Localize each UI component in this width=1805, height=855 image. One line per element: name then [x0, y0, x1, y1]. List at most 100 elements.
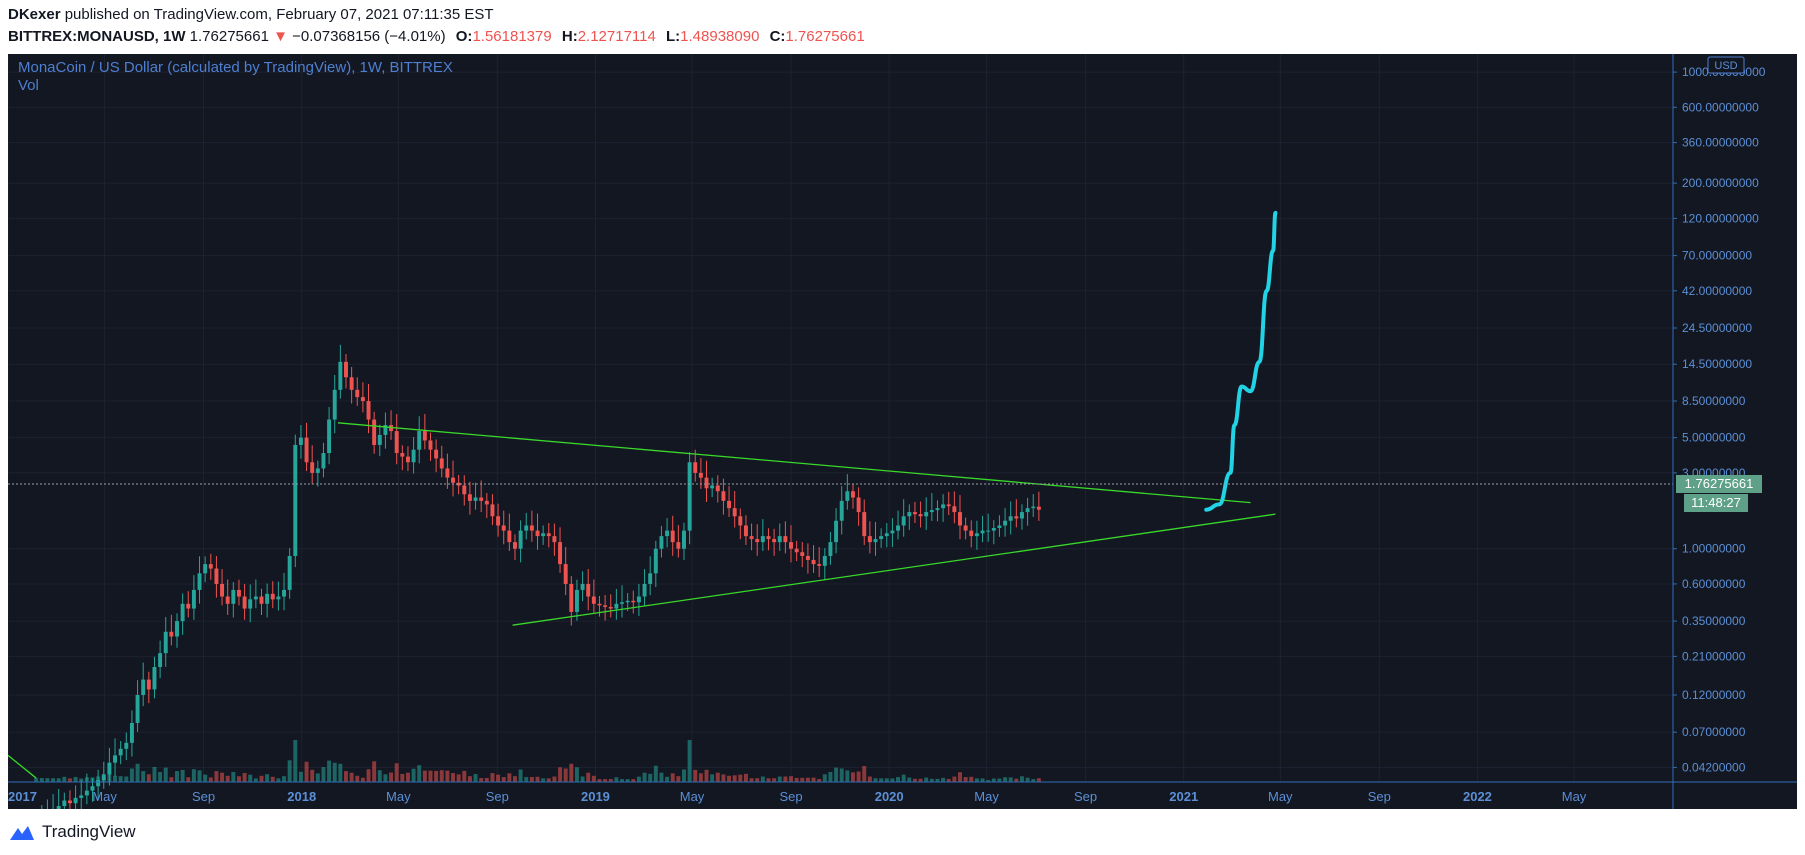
volume-bar — [760, 776, 765, 782]
volume-bar — [225, 775, 230, 782]
volume-bar — [693, 769, 698, 782]
volume-bar — [963, 777, 968, 782]
volume-bar — [163, 767, 168, 782]
price-chart[interactable]: 1000.00000000600.00000000360.00000000200… — [8, 54, 1797, 809]
candle-body — [631, 600, 636, 603]
tradingview-logo-icon[interactable] — [8, 822, 36, 842]
candle-body — [665, 530, 670, 537]
volume-bar — [135, 763, 140, 782]
volume-bar — [293, 740, 298, 782]
candle-body — [62, 800, 67, 807]
volume-bar — [620, 779, 624, 782]
price-tick-label: 8.50000000 — [1682, 394, 1746, 408]
candle-body — [214, 568, 219, 584]
candle-body — [191, 589, 196, 609]
volume-bar — [191, 769, 196, 782]
volume-bar — [1036, 778, 1041, 782]
candle-body — [327, 419, 332, 454]
candle-body — [896, 525, 901, 531]
chart-header: DKexer published on TradingView.com, Feb… — [8, 4, 1797, 48]
price-tick-label: 0.04200000 — [1682, 760, 1746, 774]
candle-body — [715, 485, 720, 492]
candle-body — [253, 596, 258, 600]
time-axis[interactable]: 2017 May Sep 2018 May Sep 2019 May Sep 2020 May Sep… — [8, 789, 1587, 804]
candle-body — [608, 606, 613, 609]
candle-body — [129, 722, 134, 743]
time-tick-label: Sep — [192, 789, 215, 804]
footer-brand[interactable]: TradingView — [42, 822, 136, 841]
candle-body — [732, 508, 737, 517]
candle-body — [360, 397, 365, 402]
volume-bar — [445, 770, 450, 782]
author-name[interactable]: DKexer — [8, 6, 61, 23]
price-axis[interactable]: 1000.00000000600.00000000360.00000000200… — [1673, 65, 1766, 774]
time-tick-label: May — [92, 789, 117, 804]
time-tick-label: Sep — [1074, 789, 1097, 804]
volume-bar — [890, 778, 895, 782]
candle-body — [445, 468, 450, 478]
volume-bar — [451, 773, 455, 782]
candle-body — [941, 504, 946, 509]
candle-body — [907, 512, 912, 517]
volume-bar — [732, 775, 737, 782]
candle-body — [811, 559, 816, 565]
candle-body — [405, 456, 410, 463]
volume-bar — [1003, 777, 1008, 782]
candle-body — [417, 431, 422, 450]
price-tick-label: 120.00000000 — [1682, 211, 1759, 225]
candle-body — [400, 453, 405, 457]
candle-body — [760, 536, 765, 543]
candle-body — [851, 491, 855, 498]
time-tick-label: 2017 — [8, 789, 37, 804]
price-tick-label: 0.07000000 — [1682, 725, 1746, 739]
volume-bar — [856, 771, 861, 782]
volume-bar — [242, 773, 247, 782]
candle-body — [529, 525, 534, 531]
candle-body — [738, 516, 743, 526]
volume-bar — [721, 774, 726, 782]
candle-body — [574, 589, 579, 612]
candle-body — [794, 548, 799, 553]
candle-body — [270, 593, 275, 600]
candle-body — [180, 603, 185, 622]
projection-curve — [1204, 210, 1278, 512]
volume-bar — [867, 776, 872, 782]
price-tick-label: 14.50000000 — [1682, 357, 1752, 371]
currency-badge[interactable] — [1707, 56, 1745, 74]
candle-body — [710, 485, 715, 489]
chart-area[interactable]: 1000.00000000600.00000000360.00000000200… — [8, 54, 1797, 809]
candle-body — [282, 589, 286, 597]
close-label: C: — [769, 28, 786, 45]
volume-bar — [783, 776, 788, 782]
volume-bar — [563, 768, 568, 782]
candle-body — [1014, 516, 1019, 519]
trendlines — [8, 422, 1276, 779]
footer: TradingView — [8, 818, 136, 846]
volume-bar — [152, 766, 157, 782]
low-value: 1.48938090 — [680, 28, 760, 45]
volume-bar — [777, 776, 782, 782]
time-tick-label: May — [974, 789, 999, 804]
volume-bar — [175, 771, 179, 782]
candle-body — [394, 431, 399, 454]
volume-bar — [743, 773, 748, 782]
volume-bar — [214, 771, 219, 782]
candle-body — [1031, 506, 1036, 509]
candle-body — [372, 419, 377, 445]
volume-bar — [991, 778, 996, 782]
volume-bar — [800, 777, 805, 782]
volume-bar — [924, 777, 929, 782]
candle-body — [169, 631, 174, 637]
candle-body — [484, 500, 489, 505]
current-price-badge — [1676, 475, 1762, 493]
symbol-label[interactable]: BITTREX:MONAUSD, 1W — [8, 28, 186, 45]
candle-body — [721, 491, 726, 501]
low-label: L: — [666, 28, 681, 45]
volume-bar — [518, 769, 523, 782]
candle-body — [197, 573, 202, 590]
volume-bar — [490, 773, 495, 782]
volume-bar — [969, 776, 974, 782]
volume-bar — [355, 775, 360, 782]
chart-background — [8, 54, 1797, 809]
candle-body — [135, 694, 140, 723]
